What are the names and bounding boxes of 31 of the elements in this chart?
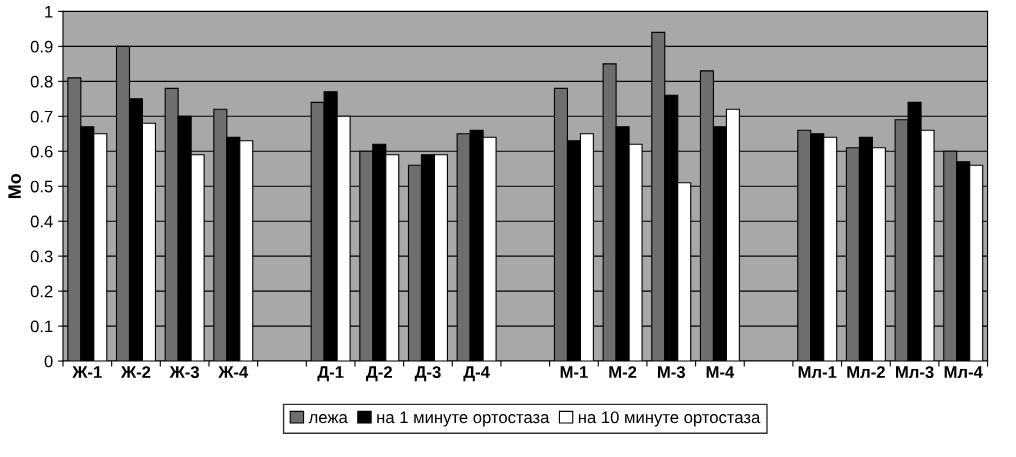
y-tick-label: 0.7	[30, 110, 53, 123]
x-tick-label: Мл-1	[798, 366, 837, 378]
x-tick-label: Ж-4	[218, 366, 249, 378]
x-tick-label: М-4	[706, 366, 735, 378]
x-tick-label: Ж-1	[72, 366, 102, 378]
legend-label: на 10 минуте ортостаза	[578, 411, 761, 427]
x-tick-label: Д-2	[366, 366, 392, 382]
y-tick-label: 0	[44, 355, 53, 368]
y-tick-label: 0.5	[30, 180, 53, 193]
x-tick-label: Мл-2	[847, 366, 885, 378]
y-axis-title: Mo	[8, 173, 21, 199]
x-tick-label: Ж-2	[120, 366, 151, 378]
y-tick-label: 0.1	[30, 320, 53, 333]
x-tick-label: Мл-4	[944, 366, 983, 378]
y-tick-label: 0.3	[30, 250, 53, 263]
x-tick-label: М-1	[560, 366, 588, 378]
y-tick-label: 0.4	[30, 215, 53, 228]
x-tick-label: Ж-3	[169, 366, 199, 379]
x-tick-label: Д-1	[317, 366, 344, 382]
x-tick-label: М-3	[658, 366, 686, 379]
y-tick-label: 0.2	[30, 285, 53, 298]
legend-label: на 1 минуте ортостаза	[377, 411, 550, 427]
x-tick-label: Д-3	[414, 366, 441, 382]
x-tick-label: М-2	[609, 366, 637, 378]
x-tick-label: Д-4	[463, 366, 490, 382]
x-tick-label: Мл-3	[896, 366, 934, 379]
y-tick-label: 1	[45, 6, 53, 18]
y-tick-label: 0.9	[30, 40, 53, 53]
legend-label: лежа	[308, 414, 348, 424]
y-tick-label: 0.8	[30, 75, 53, 88]
y-tick-label: 0.6	[30, 145, 53, 158]
